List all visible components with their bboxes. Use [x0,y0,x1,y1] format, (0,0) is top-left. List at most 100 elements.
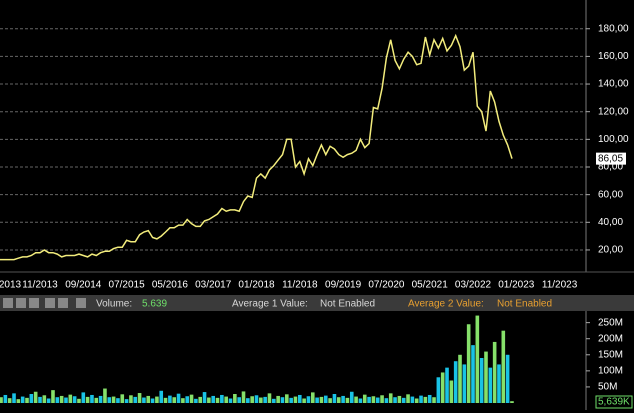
x-tick-label: 01/2023 [498,280,535,291]
volume-bar [237,397,241,403]
volume-bar [505,354,510,403]
volume-bar [246,398,250,403]
y-tick-label: 180,00 [598,23,629,34]
volume-bar [462,364,467,403]
volume-bar [388,393,393,403]
volume-bar [85,396,90,403]
volume-bar [181,398,185,403]
volume-bar [220,394,224,403]
volume-bar [33,391,38,403]
x-tick-label: 07/2020 [368,280,405,291]
volume-bar [384,398,389,403]
volume-bar [107,397,112,403]
close-button[interactable] [29,298,39,308]
x-tick-label: 09/2014 [65,280,102,291]
volume-bar [202,392,207,403]
volume-bar [3,394,8,403]
y-tick-label: 50M [598,382,617,393]
volume-bar [241,391,246,403]
volume-bar [445,367,449,403]
volume-bar [98,395,103,403]
y-tick-label: 20,00 [598,245,623,256]
price-line [0,33,513,261]
volume-bar [371,396,376,403]
volume-bar [280,397,285,403]
volume-bar [59,395,64,403]
x-tick-label: 07/2015 [109,280,146,291]
volume-bar [349,391,354,403]
volume-bar [72,396,77,403]
volume-bar [142,397,146,403]
volume-bar [207,397,211,403]
volume-bar [159,390,164,403]
volume-bar [259,397,263,403]
volume-value: 5.639 [142,299,167,310]
volume-bar [484,351,488,403]
volume-bar [189,394,194,403]
volume-bar [341,395,345,403]
x-tick-label: 2013 [0,280,22,291]
volume-bar [111,396,116,403]
volume-bar [298,394,302,403]
y-tick-label: 150M [598,349,623,360]
volume-bar [224,396,228,403]
volume-bar [55,397,60,403]
volume-bar [129,395,133,403]
volume-bar [432,397,436,403]
volume-bar [497,364,501,403]
volume-bar [501,330,506,403]
volume-bar [194,398,198,403]
avg2-value: Not Enabled [497,299,552,310]
restore-button[interactable] [16,298,26,308]
y-tick-label: 80,00 [598,162,623,173]
volume-bar [302,398,306,403]
x-tick-label: 05/2016 [152,280,189,291]
y-tick-label: 250M [598,317,623,328]
volume-bar [328,398,332,403]
y-tick-label: 140,00 [598,79,629,90]
volume-bar [397,395,402,403]
volume-bar [323,395,328,403]
volume-bar [233,394,237,403]
x-tick-label: 11/2023 [542,280,578,291]
volume-bar [120,394,125,403]
volume-bar [46,398,51,403]
x-tick-label: 11/2018 [282,280,318,291]
toolbar [0,295,634,311]
up-button[interactable] [45,298,55,308]
x-tick-label: 01/2018 [238,280,275,291]
volume-bar [77,398,81,403]
volume-bar [293,396,298,403]
volume-bar [25,397,29,403]
volume-bar [440,372,445,403]
volume-bar [12,393,16,403]
volume-bar [64,397,68,403]
down-button[interactable] [58,298,68,308]
last-price-label: 86,05 [598,153,623,164]
y-tick-label: 120,00 [598,106,629,117]
volume-bar [163,397,168,403]
volume-bar [423,396,428,403]
volume-bar [427,394,432,403]
volume-bar [124,399,129,403]
x-tick-label: 03/2017 [195,280,232,291]
volume-bar [116,398,120,403]
volume-bar [510,401,514,403]
volume-bar [475,315,480,403]
volume-bar [367,396,371,403]
volume-bar [458,354,462,403]
volume-bar [103,388,107,403]
toolbar-buttons[interactable] [3,298,86,308]
volume-bar [267,393,272,403]
minimize-button[interactable] [3,298,13,308]
last-price-box [596,152,626,165]
last-volume-box [595,395,633,409]
volume-bar [453,361,458,403]
volume-bar [492,341,497,403]
volume-bar [332,394,337,403]
volume-bar [20,396,25,403]
volume-bar [68,394,73,403]
settings-button[interactable] [76,298,86,308]
